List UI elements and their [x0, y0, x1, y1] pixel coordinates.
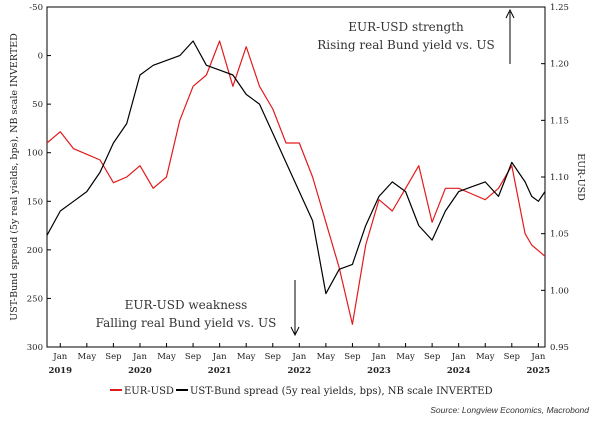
right-axis-title: EUR-USD — [575, 153, 586, 201]
x-tick-label: May — [476, 352, 495, 362]
series-line-spread — [46, 40, 546, 295]
x-tick-label: Sep — [344, 352, 361, 362]
series-layer — [46, 40, 546, 325]
x-tick-label: Sep — [265, 352, 282, 362]
x-tick-label: Sep — [105, 352, 122, 362]
x-tick-label: Jan — [530, 352, 545, 362]
x-tick-label: Sep — [424, 352, 441, 362]
x-tick-label: Jan — [212, 352, 227, 362]
arrow-up-icon — [505, 8, 515, 64]
right-tick-label: 1.20 — [550, 60, 569, 70]
left-tick-label: 250 — [27, 294, 43, 304]
source-note: Source: Longview Economics, Macrobond — [430, 405, 589, 415]
annotation-weakness-line2: Falling real Bund yield vs. US — [96, 316, 277, 330]
x-tick-label: Jan — [371, 352, 386, 362]
right-tick-label: 1.10 — [550, 173, 569, 183]
x-tick-label: May — [317, 352, 336, 362]
x-tick-label: May — [237, 352, 256, 362]
x-tick-label: Sep — [185, 352, 202, 362]
left-tick-label: 150 — [27, 197, 43, 207]
x-tick-label: May — [157, 352, 176, 362]
plot-frame — [46, 6, 546, 348]
right-tick-label: 1.15 — [550, 116, 569, 126]
x-tick-label: Jan — [451, 352, 466, 362]
x-year-label: 2024 — [447, 366, 471, 376]
x-year-label: 2025 — [527, 366, 551, 376]
left-tick-label: 50 — [32, 100, 43, 110]
x-tick-label: May — [396, 352, 415, 362]
annotation-weakness-line1: EUR-USD weakness — [125, 298, 248, 312]
annotation-strength-line2: Rising real Bund yield vs. US — [317, 38, 494, 52]
legend-label-eurusd: EUR-USD — [124, 386, 174, 397]
right-tick-label: 1.05 — [550, 230, 569, 240]
left-axis-title: UST-Bund spread (5y real yields, bps), N… — [9, 33, 20, 321]
x-tick-label: Jan — [52, 352, 67, 362]
x-year-label: 2021 — [208, 366, 232, 376]
right-axis: 0.95 1.00 1.05 1.10 1.15 1.20 1.25 — [541, 3, 569, 353]
left-tick-label: 300 — [27, 343, 43, 353]
x-year-label: 2023 — [367, 366, 391, 376]
right-tick-label: 1.25 — [550, 3, 569, 13]
x-year-label: 2019 — [48, 366, 72, 376]
legend-label-spread: UST-Bund spread (5y real yields, bps), N… — [190, 386, 493, 397]
x-tick-label: May — [78, 352, 97, 362]
x-year-label: 2022 — [287, 366, 311, 376]
x-tick-label: Sep — [504, 352, 521, 362]
left-tick-label: 100 — [27, 149, 43, 159]
left-tick-label: -50 — [29, 3, 43, 13]
annotation-strength-line1: EUR-USD strength — [348, 20, 464, 34]
x-axis: Jan May Sep Jan May Sep Jan May Sep Jan May Sep Jan M… — [48, 343, 550, 376]
right-tick-label: 1.00 — [550, 286, 569, 296]
series-line-eurusd — [46, 40, 546, 325]
x-year-label: 2020 — [128, 366, 152, 376]
right-tick-label: 0.95 — [550, 343, 569, 353]
x-tick-label: Jan — [291, 352, 306, 362]
legend: EUR-USD UST-Bund spread (5y real yields,… — [110, 386, 493, 397]
left-tick-label: 200 — [27, 246, 43, 256]
left-axis: -50 0 50 100 150 200 250 300 — [27, 3, 51, 353]
left-tick-label: 0 — [38, 52, 43, 62]
x-tick-label: Jan — [132, 352, 147, 362]
arrow-down-icon — [290, 280, 300, 337]
